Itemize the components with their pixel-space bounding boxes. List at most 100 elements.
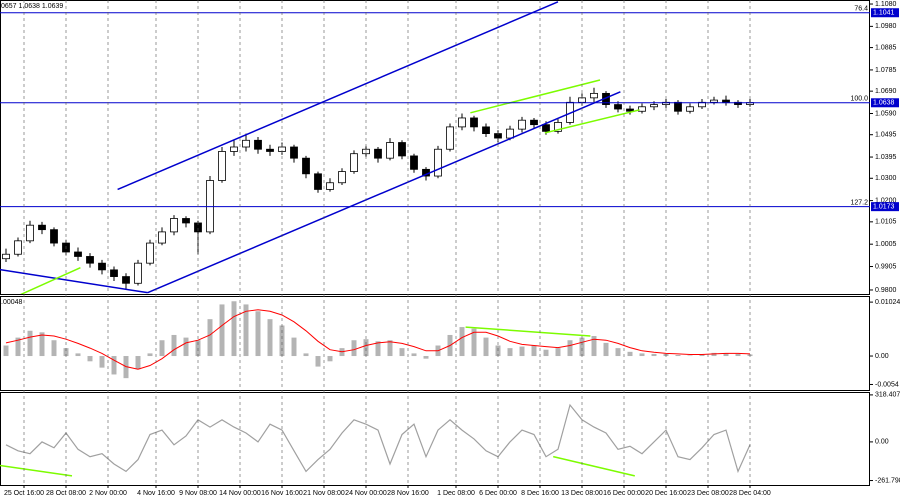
y-tick-label: 1.0885 bbox=[875, 44, 897, 51]
trend-line bbox=[20, 266, 81, 294]
candle-body bbox=[386, 142, 394, 159]
candle-body bbox=[38, 224, 46, 231]
histogram-bar bbox=[603, 342, 609, 357]
histogram-bar bbox=[3, 345, 9, 357]
x-tick-label: 24 Nov 00:00 bbox=[345, 490, 387, 497]
histogram-bar bbox=[411, 353, 417, 357]
histogram-bar bbox=[483, 337, 489, 357]
trend-line bbox=[470, 79, 601, 114]
histogram-bar bbox=[231, 301, 237, 357]
candle-body bbox=[470, 117, 478, 128]
candle-body bbox=[182, 218, 190, 224]
x-tick-label: 13 Dec 08:00 bbox=[561, 490, 603, 497]
histogram-bar bbox=[75, 353, 81, 357]
x-tick-label: 8 Dec 16:00 bbox=[521, 490, 559, 497]
x-tick-label: 28 Nov 16:00 bbox=[387, 490, 429, 497]
x-tick-label: 9 Nov 08:00 bbox=[179, 490, 217, 497]
y-tick-label: 1.0395 bbox=[875, 154, 897, 161]
histogram-bar bbox=[375, 341, 381, 357]
candle-body bbox=[158, 231, 166, 244]
x-tick-label: 16 Nov 16:00 bbox=[261, 490, 303, 497]
x-tick-label: 6 Dec 00:00 bbox=[479, 490, 517, 497]
histogram-bar bbox=[171, 334, 177, 357]
candle-body bbox=[626, 108, 634, 112]
trend-line bbox=[553, 455, 635, 477]
candle-body bbox=[458, 117, 466, 128]
y-tick-label: 0.9800 bbox=[875, 287, 897, 294]
plot-area bbox=[0, 403, 751, 477]
candle-body bbox=[350, 153, 358, 172]
histogram-bar bbox=[651, 353, 657, 357]
candle-body bbox=[326, 182, 334, 190]
candle-body bbox=[434, 148, 442, 177]
candle-body bbox=[170, 218, 178, 233]
histogram-bar bbox=[687, 355, 693, 357]
candle-body bbox=[374, 148, 382, 159]
histogram-bar bbox=[723, 353, 729, 357]
candle-body bbox=[14, 240, 22, 255]
candle-body bbox=[266, 148, 274, 152]
trend-line bbox=[0, 464, 73, 477]
histogram-bar bbox=[531, 345, 537, 357]
candle-body bbox=[542, 124, 550, 132]
indicator-line bbox=[5, 403, 751, 474]
histogram-bar bbox=[243, 304, 249, 357]
candle-body bbox=[98, 262, 106, 271]
histogram-bar bbox=[459, 327, 465, 357]
candle-body bbox=[614, 104, 622, 110]
panel-frame bbox=[0, 0, 870, 295]
histogram-bar bbox=[255, 311, 261, 357]
trend-line bbox=[117, 1, 559, 191]
trend-line bbox=[0, 268, 148, 294]
histogram-bar bbox=[303, 353, 309, 357]
x-tick-label: 4 Nov 16:00 bbox=[137, 490, 175, 497]
x-tick-label: 16 Dec 00:00 bbox=[603, 490, 645, 497]
candle-body bbox=[590, 92, 598, 99]
price-box bbox=[871, 98, 899, 108]
candle-body bbox=[554, 122, 562, 132]
candle-body bbox=[218, 151, 226, 181]
price-box bbox=[871, 202, 899, 212]
histogram-bar bbox=[471, 328, 477, 357]
y-tick-label: 0.9905 bbox=[875, 263, 897, 270]
histogram-bar bbox=[183, 337, 189, 357]
histogram-bar bbox=[699, 354, 705, 357]
candle-body bbox=[518, 119, 526, 130]
x-tick-label: 20 Dec 16:00 bbox=[645, 490, 687, 497]
candle-body bbox=[722, 99, 730, 103]
histogram-bar bbox=[267, 319, 273, 357]
histogram-bar bbox=[87, 356, 93, 362]
candle-body bbox=[50, 229, 58, 244]
price-box bbox=[871, 8, 899, 18]
signal-line bbox=[5, 309, 751, 370]
candle-body bbox=[314, 173, 322, 190]
x-tick-label: 23 Dec 08:00 bbox=[687, 490, 729, 497]
y-tick-label: 1.0590 bbox=[875, 110, 897, 117]
histogram-bar bbox=[15, 337, 21, 357]
histogram-bar bbox=[507, 348, 513, 357]
histogram-bar bbox=[363, 339, 369, 357]
candle-body bbox=[110, 269, 118, 277]
candle-body bbox=[638, 106, 646, 112]
candle-body bbox=[242, 139, 250, 148]
histogram-bar bbox=[387, 340, 393, 357]
x-tick-label: 25 Oct 16:00 bbox=[4, 490, 44, 497]
candle-body bbox=[446, 126, 454, 150]
candle-body bbox=[398, 142, 406, 157]
histogram-bar bbox=[39, 332, 45, 357]
y-tick-label: 1.0980 bbox=[875, 23, 897, 30]
histogram-bar bbox=[639, 353, 645, 357]
histogram-bar bbox=[291, 337, 297, 357]
y-tick-label: -261.798 bbox=[875, 477, 900, 484]
candle-body bbox=[506, 128, 514, 139]
candle-body bbox=[254, 139, 262, 150]
candle-body bbox=[710, 99, 718, 103]
candle-body bbox=[674, 101, 682, 112]
histogram-bar bbox=[351, 340, 357, 357]
price-box-label: 1.0173 bbox=[873, 203, 895, 210]
candle-body bbox=[134, 262, 142, 284]
panel-title: 0657 1.0638 1.0639 bbox=[1, 3, 63, 10]
candle-body bbox=[26, 224, 34, 242]
x-tick-label: 14 Nov 00:00 bbox=[219, 490, 261, 497]
